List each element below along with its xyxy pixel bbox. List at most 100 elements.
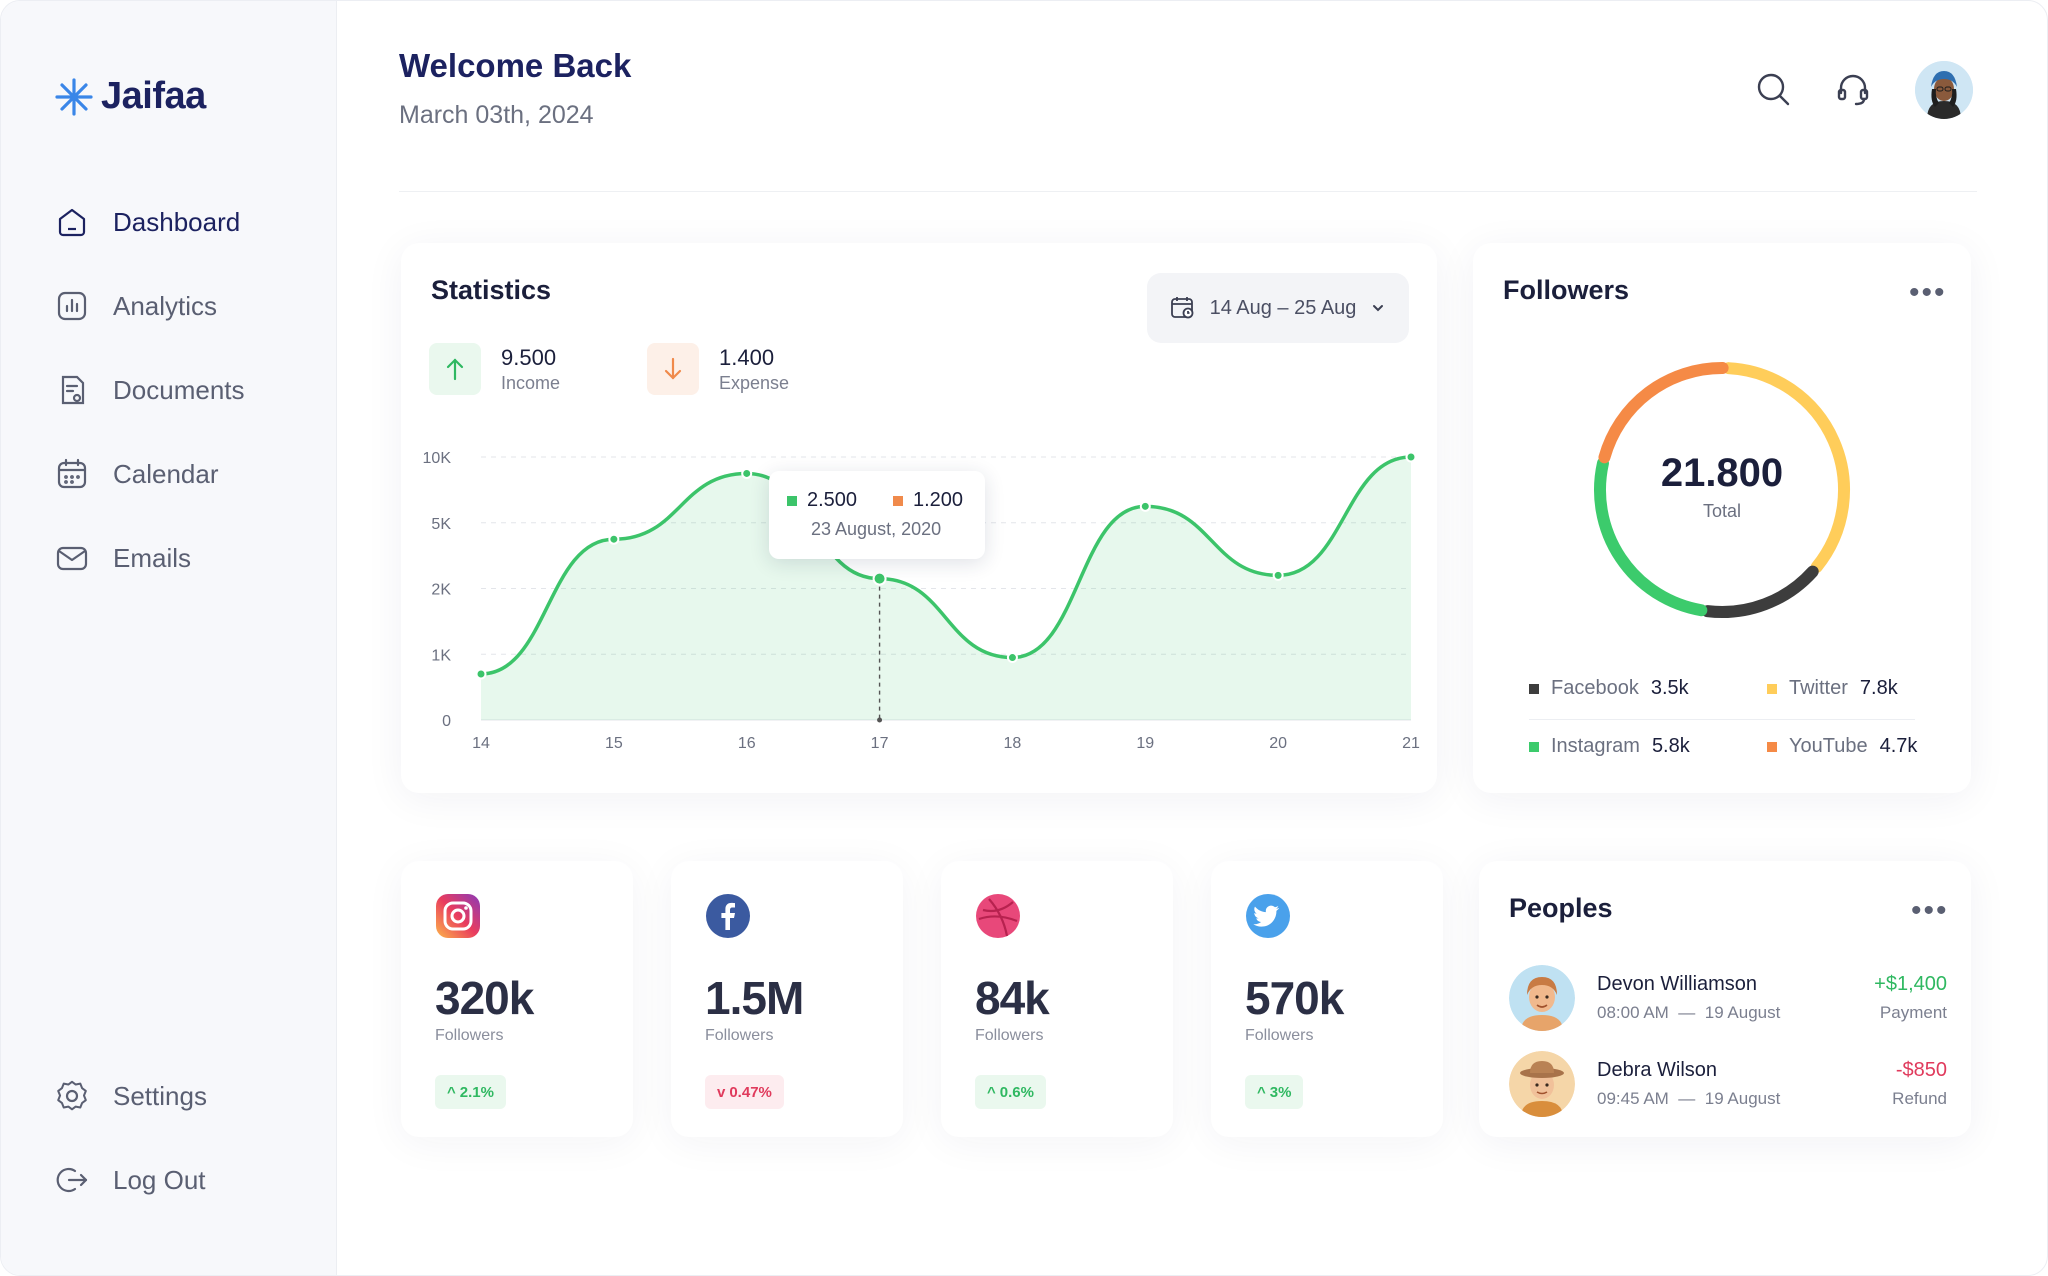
mail-icon: [56, 546, 88, 571]
avatar[interactable]: [1915, 61, 1973, 119]
page-title: Welcome Back: [399, 47, 632, 84]
chevron-down-icon: [1373, 305, 1384, 312]
caret-up-icon: ^: [1257, 1083, 1266, 1101]
stat-label: Followers: [435, 1027, 504, 1044]
sidebar-item-dashboard[interactable]: Dashboard: [55, 205, 240, 239]
person-time: 08:00 AM — 19 August: [1597, 1003, 1781, 1022]
headset-icon[interactable]: [1833, 69, 1873, 109]
tooltip-income-value: 2.500: [807, 489, 858, 511]
sidebar-item-label: Emails: [113, 542, 192, 573]
change-badge: v 0.47%: [705, 1075, 784, 1109]
income-label: Income: [501, 373, 561, 393]
income-indicator: [429, 343, 481, 395]
legend-twitter: Twitter 7.8k: [1767, 677, 1898, 700]
change-badge: ^ 0.6%: [975, 1075, 1046, 1109]
stat-label: Followers: [975, 1027, 1044, 1044]
data-point: [1272, 569, 1284, 581]
sidebar-item-logout[interactable]: Log Out: [55, 1163, 206, 1197]
person-time: 09:45 AM — 19 August: [1597, 1089, 1781, 1108]
y-tick-label: 5K: [431, 516, 451, 533]
x-tick-label: 21: [1402, 735, 1420, 752]
data-point: [1405, 451, 1417, 463]
change-value: 2.1%: [459, 1083, 494, 1101]
sidebar-item-label: Calendar: [113, 458, 219, 489]
y-tick-label: 10K: [423, 450, 452, 467]
legend-value: 7.8k: [1859, 677, 1898, 699]
asterisk-snowflake-icon: [55, 77, 93, 116]
sidebar-item-emails[interactable]: Emails: [55, 541, 191, 575]
sidebar-item-label: Log Out: [113, 1164, 206, 1195]
x-tick-label: 16: [738, 735, 756, 752]
legend-facebook: Facebook 3.5k: [1529, 677, 1689, 700]
chart-tooltip: 2.500 1.200 23 August, 2020: [769, 471, 985, 559]
donut-segment-twitter: [1722, 362, 1850, 573]
twitter-stat-card[interactable]: 570k Followers ^ 3%: [1211, 861, 1443, 1137]
person-name: Devon Williamson: [1597, 973, 1758, 995]
sidebar-item-analytics[interactable]: Analytics: [55, 289, 217, 323]
change-badge: ^ 2.1%: [435, 1075, 506, 1109]
legend-swatch: [1767, 741, 1777, 752]
date-range-dropdown[interactable]: 14 Aug – 25 Aug: [1147, 273, 1409, 343]
sidebar-item-label: Settings: [113, 1080, 207, 1111]
document-icon: [61, 375, 85, 405]
gear-icon: [57, 1080, 87, 1111]
y-tick-label: 2K: [431, 582, 451, 599]
sidebar-item-label: Dashboard: [113, 206, 241, 237]
data-point: [1139, 500, 1151, 512]
stat-label: Followers: [705, 1027, 774, 1044]
sidebar-item-settings[interactable]: Settings: [55, 1079, 207, 1113]
followers-title: Followers: [1503, 275, 1630, 305]
instagram-stat-card[interactable]: 320k Followers ^ 2.1%: [401, 861, 633, 1137]
facebook-icon: [706, 894, 750, 938]
sidebar-item-documents[interactable]: Documents: [55, 373, 245, 407]
peoples-title: Peoples: [1509, 893, 1613, 923]
data-point: [1006, 652, 1018, 664]
x-tick-label: 17: [871, 735, 889, 752]
more-options-icon[interactable]: •••: [1911, 894, 1949, 927]
caret-up-icon: ^: [987, 1083, 996, 1101]
more-options-icon[interactable]: •••: [1909, 276, 1947, 309]
sidebar-item-label: Documents: [113, 374, 245, 405]
search-icon[interactable]: [1753, 69, 1793, 109]
stat-value: 84k: [975, 972, 1050, 1024]
brand-logo[interactable]: Jaifaa: [53, 75, 206, 118]
list-item[interactable]: Debra Wilson 09:45 AM — 19 August -$850 …: [1509, 1051, 1947, 1121]
person-amount: +$1,400: [1874, 973, 1947, 995]
legend-swatch: [1529, 741, 1539, 752]
arrow-down-icon: [664, 357, 682, 380]
tooltip-expense-value: 1.200: [913, 489, 964, 511]
legend-swatch: [1767, 683, 1777, 694]
followers-card: Followers ••• 21.800 Total Facebook 3.5k …: [1473, 243, 1971, 793]
change-value: 0.6%: [999, 1083, 1034, 1101]
tooltip-expense: 1.200: [893, 489, 963, 512]
dribbble-stat-card[interactable]: 84k Followers ^ 0.6%: [941, 861, 1173, 1137]
donut-segment-youtube: [1598, 362, 1729, 464]
list-item[interactable]: Devon Williamson 08:00 AM — 19 August +$…: [1509, 965, 1947, 1035]
donut-segment-instagram: [1594, 457, 1708, 617]
header-divider: [399, 191, 1977, 192]
followers-donut-chart: [1594, 362, 1850, 618]
sidebar-item-label: Analytics: [113, 290, 218, 321]
instagram-icon: [436, 894, 480, 938]
calendar-icon: [57, 458, 87, 489]
dribbble-icon: [976, 894, 1020, 938]
twitter-icon: [1246, 894, 1290, 938]
sidebar-item-calendar[interactable]: Calendar: [55, 457, 219, 491]
stat-value: 1.5M: [705, 972, 804, 1024]
change-value: 0.47%: [729, 1083, 772, 1101]
stat-value: 570k: [1245, 972, 1344, 1024]
statistics-card: Statistics 14 Aug – 25 Aug 9.500 Income …: [401, 243, 1437, 793]
legend-label: Twitter: [1789, 677, 1848, 699]
legend-label: Instagram: [1551, 735, 1640, 757]
legend-label: YouTube: [1789, 735, 1868, 757]
x-tick-label: 14: [472, 735, 490, 752]
bar-chart-icon: [57, 291, 87, 321]
person-name: Debra Wilson: [1597, 1059, 1718, 1081]
legend-value: 5.8k: [1651, 735, 1690, 757]
expense-value: 1.400: [719, 345, 775, 370]
caret-up-icon: ^: [447, 1083, 456, 1101]
series-area: [481, 457, 1411, 720]
y-tick-label: 0: [442, 713, 451, 730]
facebook-stat-card[interactable]: 1.5M Followers v 0.47%: [671, 861, 903, 1137]
legend-swatch: [787, 495, 797, 506]
